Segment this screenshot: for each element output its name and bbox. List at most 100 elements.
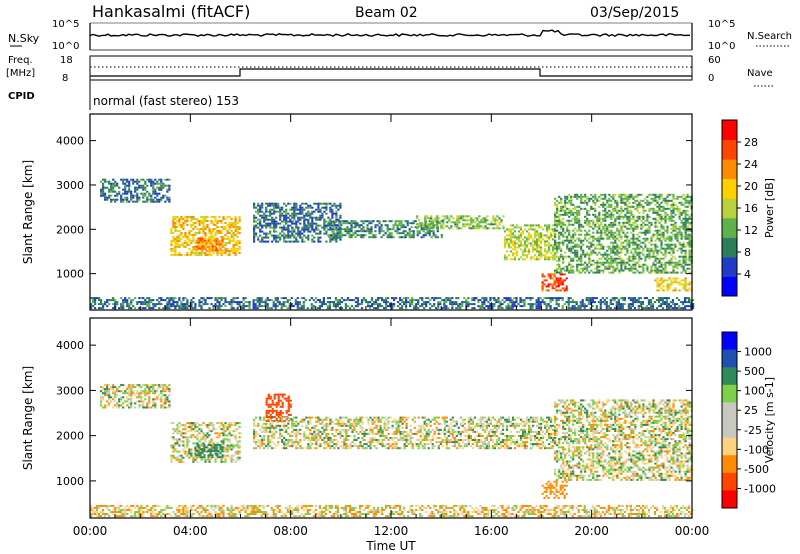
power-cell [573,305,576,308]
power-cell [566,237,569,240]
power-cell [427,297,430,300]
power-cell [128,188,131,191]
power-cell [660,277,663,280]
power-cell [160,180,163,183]
power-cell [212,230,215,232]
power-cell [570,213,573,216]
power-cell [214,303,217,306]
velocity-cell [148,406,151,409]
power-cell [330,234,333,237]
velocity-cell [204,458,207,461]
power-cell [331,212,334,215]
power-cell [207,237,210,240]
power-cell [224,241,227,244]
power-cell [632,227,635,230]
power-cell [540,236,543,239]
power-cell [230,222,233,224]
power-cell [523,303,526,306]
power-cell [384,232,387,235]
power-cell [224,297,227,300]
power-cell [521,238,525,241]
velocity-cell [186,436,189,439]
power-cell [572,257,575,260]
velocity-cell [142,390,145,393]
power-cell [166,178,169,181]
power-cell [564,269,567,272]
velocity-cell [148,400,151,403]
power-cell [246,305,249,308]
power-cell [146,184,149,187]
power-cell [168,196,171,199]
power-cell [584,221,587,224]
power-cell [196,232,199,234]
power-cell [215,237,218,240]
power-cell [668,215,671,218]
power-cell [616,245,619,248]
power-cell [513,248,517,251]
power-cell [206,220,209,222]
power-cell [358,226,361,229]
power-cell [134,190,137,193]
power-cell [597,301,600,304]
power-cell [674,257,677,260]
power-cell [122,305,125,308]
power-cell [310,307,313,310]
power-cell [98,303,101,306]
power-cell [168,198,171,201]
velocity-cell [146,394,149,397]
power-cell [253,238,256,241]
power-cell [442,215,445,218]
power-cell [440,225,443,228]
power-cell [315,228,318,231]
velocity-cell [202,422,205,425]
power-cell [238,241,241,244]
power-cell [221,237,224,240]
power-cell [592,221,595,224]
power-cell [108,194,111,197]
power-cell [563,303,566,306]
power-cell [639,303,642,306]
power-cell [594,251,597,254]
power-cell [198,303,201,306]
power-cell [572,269,575,272]
power-cell [583,305,586,308]
power-cell [606,227,609,230]
power-cell [354,232,357,235]
power-cell [319,208,322,211]
power-cell [382,220,385,223]
power-cell [388,234,391,237]
power-cell [392,226,395,229]
power-cell [294,299,297,302]
power-cell [576,193,579,196]
power-cell [356,301,360,304]
power-cell [546,234,549,237]
velocity-cell [128,398,131,401]
power-cell [232,235,235,238]
velocity-cell [162,384,165,387]
power-cell [674,237,677,240]
power-cell [188,237,191,240]
power-cell [451,301,454,304]
power-cell [587,301,590,304]
power-cell [186,237,189,240]
power-cell [374,307,378,310]
velocity-cell [174,448,177,451]
power-cell [350,226,353,229]
power-cell [104,178,107,181]
power-cell [301,232,304,235]
velocity-cell [158,386,161,389]
power-cell [652,255,655,258]
power-cell [610,205,613,208]
power-cell [513,230,517,233]
power-cell [658,271,661,274]
velocity-cell [112,386,115,389]
power-cell [576,269,579,272]
power-cell [386,226,389,229]
power-cell [380,230,383,233]
power-cell [615,301,618,304]
power-cell [509,228,513,231]
power-cell [648,249,651,252]
power-cell [590,241,593,244]
power-cell [323,206,326,209]
power-cell [610,249,613,252]
